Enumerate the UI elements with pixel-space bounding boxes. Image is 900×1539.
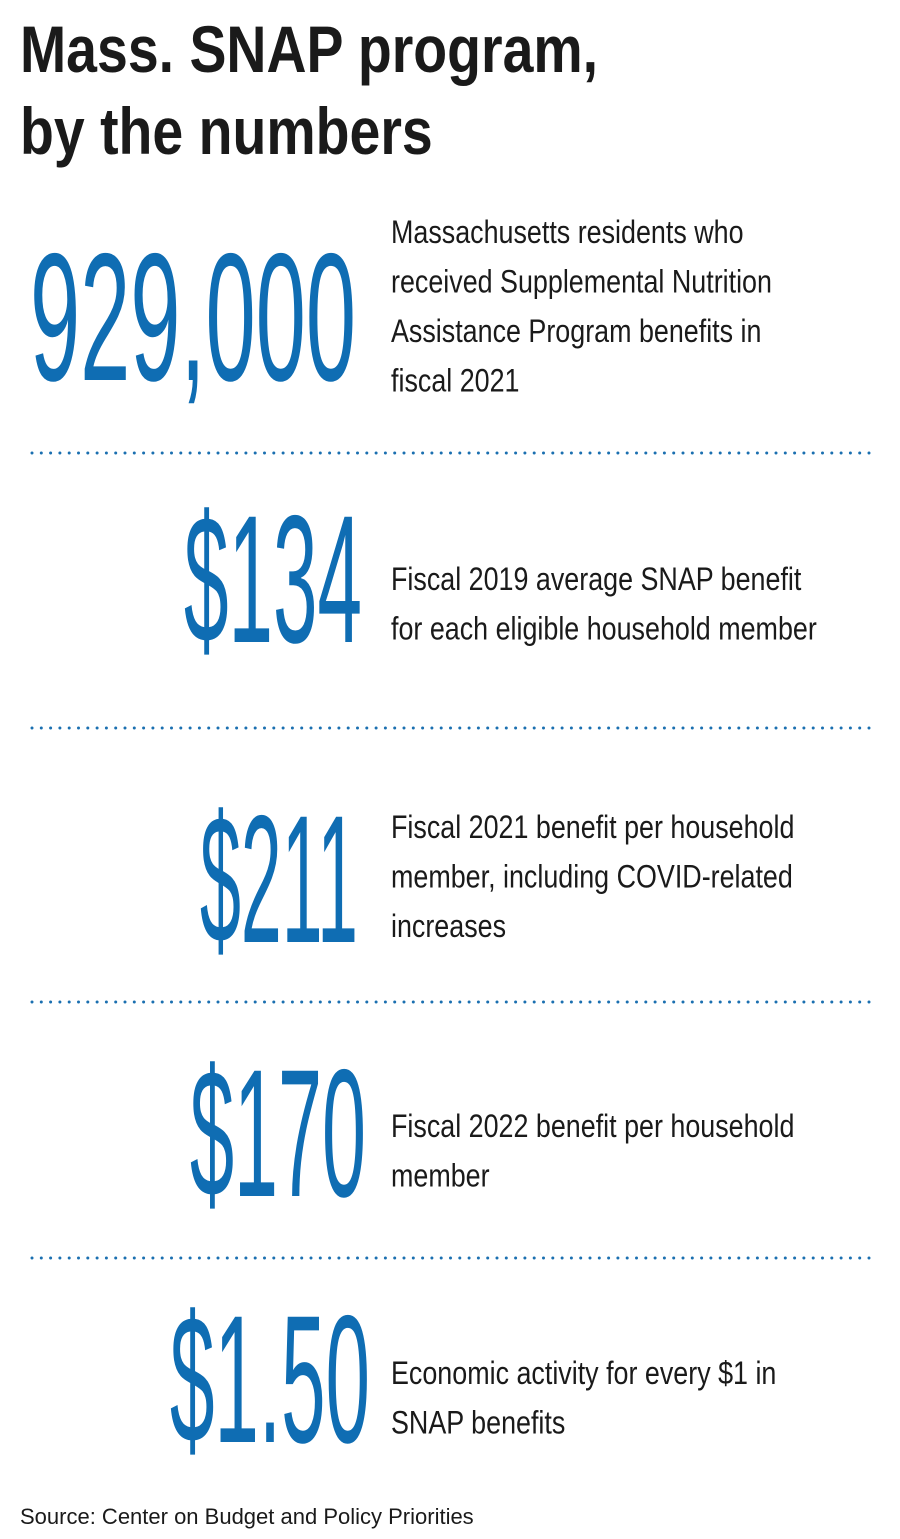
description-line-group: increases bbox=[391, 909, 506, 945]
description: fiscal 2021 bbox=[391, 363, 519, 399]
description-line-group: member, including COVID-related bbox=[391, 859, 793, 895]
description: increases bbox=[391, 909, 506, 945]
description-line-group: Fiscal 2019 average SNAP benefit bbox=[391, 562, 801, 598]
description: Fiscal 2022 benefit per household bbox=[391, 1109, 794, 1145]
description: member, including COVID-related bbox=[391, 859, 793, 895]
big-figure: $170 bbox=[190, 1031, 366, 1235]
big-figure: 929,000 bbox=[30, 215, 356, 419]
description-line-group: Assistance Program benefits in bbox=[391, 314, 761, 350]
big-figure: $134 bbox=[184, 477, 362, 681]
description: SNAP benefits bbox=[391, 1405, 565, 1441]
source: Source: Center on Budget and Policy Prio… bbox=[20, 1504, 474, 1529]
description: Massachusetts residents who bbox=[391, 215, 744, 251]
description-line-group: Fiscal 2022 benefit per household bbox=[391, 1109, 794, 1145]
description-line-group: Massachusetts residents who bbox=[391, 215, 744, 251]
description-line-group: Fiscal 2021 benefit per household bbox=[391, 810, 794, 846]
description: Fiscal 2019 average SNAP benefit bbox=[391, 562, 801, 598]
description-line-group: SNAP benefits bbox=[391, 1405, 565, 1441]
description-line-group: member bbox=[391, 1158, 490, 1194]
description: Assistance Program benefits in bbox=[391, 314, 761, 350]
description: Fiscal 2021 benefit per household bbox=[391, 810, 794, 846]
title: Mass. SNAP program, bbox=[20, 12, 598, 86]
description: member bbox=[391, 1158, 490, 1194]
description-line-group: for each eligible household member bbox=[391, 611, 817, 647]
big-figure: $211 bbox=[200, 777, 358, 981]
description-line-group: fiscal 2021 bbox=[391, 363, 519, 399]
description: received Supplemental Nutrition bbox=[391, 264, 772, 300]
description: Economic activity for every $1 in bbox=[391, 1356, 776, 1392]
title-line-group: Mass. SNAP program, bbox=[20, 12, 598, 86]
description: for each eligible household member bbox=[391, 611, 817, 647]
title: by the numbers bbox=[20, 94, 433, 168]
description-line-group: received Supplemental Nutrition bbox=[391, 264, 772, 300]
title-line-group: by the numbers bbox=[20, 94, 433, 168]
description-line-group: Economic activity for every $1 in bbox=[391, 1356, 776, 1392]
big-figure: $1.50 bbox=[170, 1277, 370, 1481]
